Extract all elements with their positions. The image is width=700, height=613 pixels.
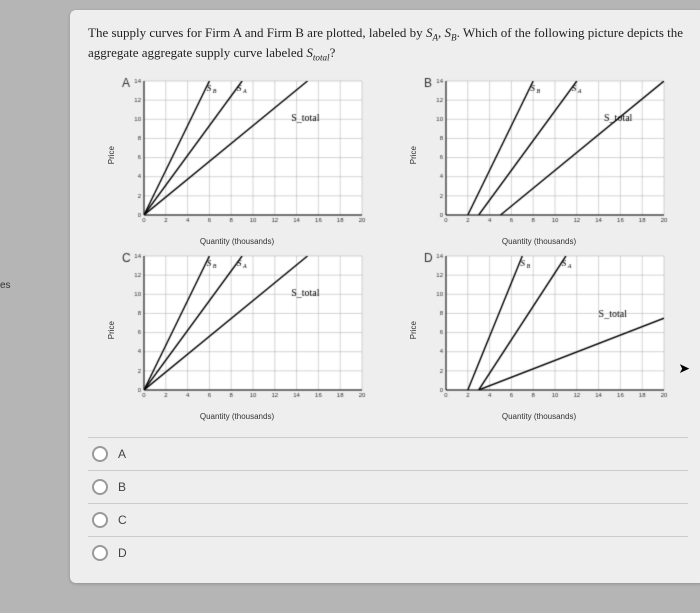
option-label-C: C xyxy=(118,513,127,527)
option-C[interactable]: C xyxy=(88,503,688,536)
options-list: A B C D xyxy=(88,437,688,569)
canvas-A xyxy=(118,75,368,235)
option-D[interactable]: D xyxy=(88,536,688,569)
canvas-B xyxy=(420,75,670,235)
canvas-C xyxy=(118,250,368,410)
chart-D: Price Quantity (thousands) xyxy=(390,250,688,421)
option-B[interactable]: B xyxy=(88,470,688,503)
ylabel-C: Price xyxy=(107,321,116,339)
radio-B[interactable] xyxy=(92,479,108,495)
radio-A[interactable] xyxy=(92,446,108,462)
chart-B: Price Quantity (thousands) xyxy=(390,75,688,246)
chart-A: Price Quantity (thousands) xyxy=(88,75,386,246)
ylabel-B: Price xyxy=(409,146,418,164)
ylabel-A: Price xyxy=(107,146,116,164)
option-label-D: D xyxy=(118,546,127,560)
chart-C: Price Quantity (thousands) xyxy=(88,250,386,421)
option-label-A: A xyxy=(118,447,126,461)
q-part1: The supply curves for Firm A and Firm B … xyxy=(88,25,426,40)
question-card: The supply curves for Firm A and Firm B … xyxy=(70,10,700,583)
q-st-sub: total xyxy=(313,53,330,63)
xlabel-B: Quantity (thousands) xyxy=(502,237,576,246)
question-text: The supply curves for Firm A and Firm B … xyxy=(88,24,688,65)
radio-C[interactable] xyxy=(92,512,108,528)
xlabel-C: Quantity (thousands) xyxy=(200,412,274,421)
canvas-D xyxy=(420,250,670,410)
option-label-B: B xyxy=(118,480,126,494)
xlabel-D: Quantity (thousands) xyxy=(502,412,576,421)
ylabel-D: Price xyxy=(409,321,418,339)
charts-grid: Price Quantity (thousands) Price Quantit… xyxy=(88,75,688,421)
option-A[interactable]: A xyxy=(88,437,688,470)
xlabel-A: Quantity (thousands) xyxy=(200,237,274,246)
left-truncated-text: es xyxy=(0,280,11,291)
radio-D[interactable] xyxy=(92,545,108,561)
q-qm: ? xyxy=(330,45,336,60)
